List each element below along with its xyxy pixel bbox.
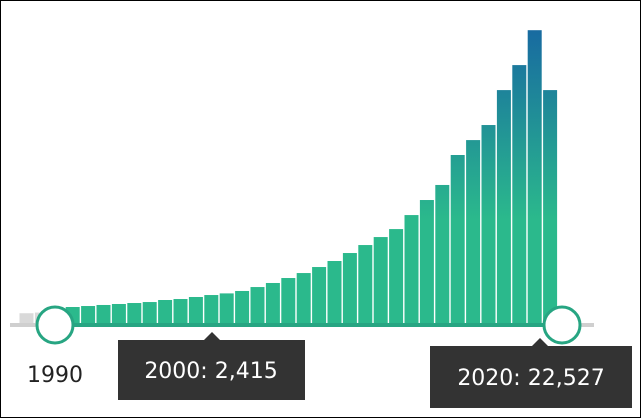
tooltip: 2000: 2,415 xyxy=(118,332,305,400)
bar xyxy=(435,184,450,325)
histogram xyxy=(19,30,558,326)
bar xyxy=(389,229,404,325)
bar xyxy=(327,261,342,325)
handle-end[interactable] xyxy=(542,305,582,345)
bar xyxy=(281,278,296,325)
bar xyxy=(219,293,234,325)
bar xyxy=(419,200,434,325)
tooltip: 2020: 22,527 xyxy=(430,338,632,408)
bar xyxy=(342,253,357,325)
tooltip-box xyxy=(118,340,305,400)
bar xyxy=(81,306,96,325)
bar xyxy=(404,215,419,325)
bar xyxy=(96,304,111,325)
tooltip-pointer xyxy=(532,338,548,346)
bar xyxy=(373,237,388,325)
bar xyxy=(188,296,203,325)
bar xyxy=(481,125,496,325)
bar xyxy=(142,302,157,325)
bar xyxy=(127,303,142,325)
bar xyxy=(111,303,126,325)
bar xyxy=(296,273,311,325)
bar xyxy=(265,282,280,325)
bar xyxy=(19,313,34,325)
bar xyxy=(527,30,542,326)
bar xyxy=(496,90,511,325)
tooltip-box xyxy=(430,346,632,408)
tooltip-pointer xyxy=(204,332,220,340)
bar xyxy=(312,267,327,325)
bar xyxy=(358,245,373,325)
bar xyxy=(543,90,558,325)
handle-start[interactable] xyxy=(35,305,75,345)
bar xyxy=(204,295,219,325)
bar xyxy=(158,300,173,325)
bar xyxy=(512,65,527,325)
bar xyxy=(173,299,188,325)
bar xyxy=(450,155,465,325)
bar xyxy=(466,140,481,325)
bar xyxy=(235,290,250,325)
tooltip-text: 2000: 2,415 xyxy=(144,359,277,384)
start-label: 1990 xyxy=(27,363,83,388)
bar xyxy=(250,287,265,325)
tooltip-text: 2020: 22,527 xyxy=(457,366,604,391)
